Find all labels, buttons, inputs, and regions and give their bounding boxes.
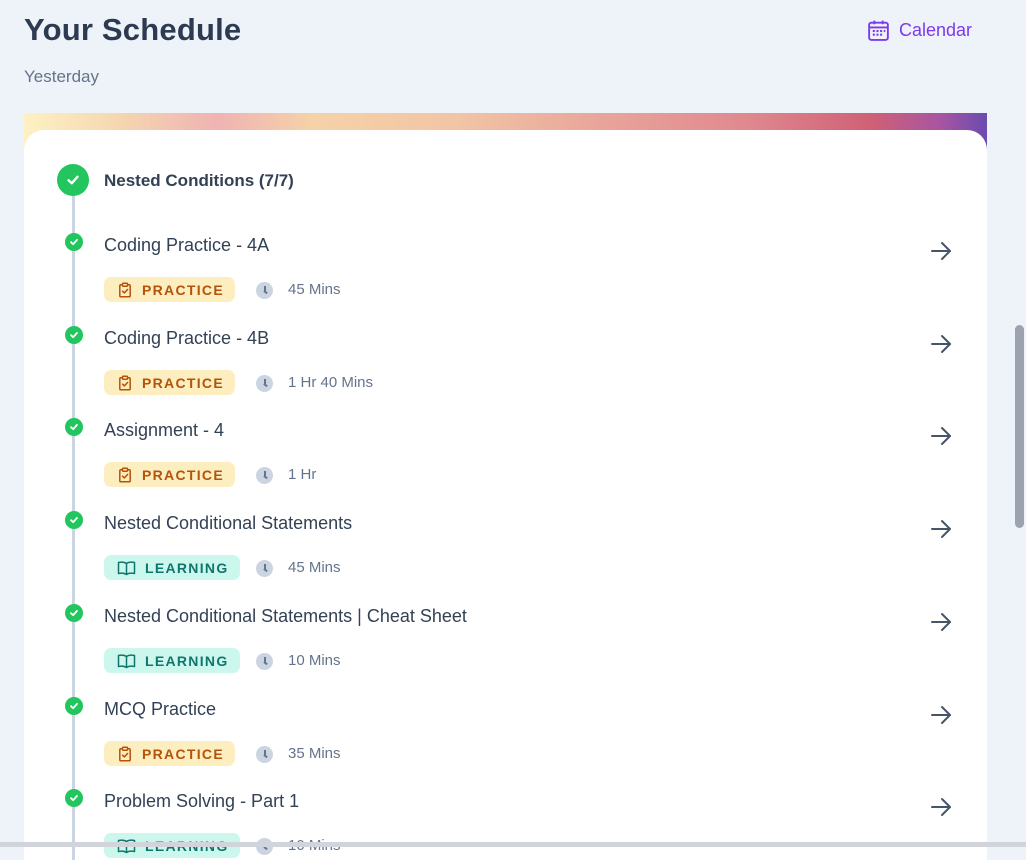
item-title[interactable]: Coding Practice - 4B xyxy=(104,328,270,348)
practice-tag: PRACTICE xyxy=(104,370,235,395)
arrow-right-icon[interactable] xyxy=(929,424,953,448)
item-complete-icon xyxy=(65,697,83,715)
item-complete-icon xyxy=(65,789,83,807)
arrow-right-icon[interactable] xyxy=(929,610,953,634)
item-complete-icon xyxy=(65,418,83,436)
item-complete-icon xyxy=(65,326,83,344)
bottom-edge xyxy=(0,842,1026,847)
tag-label: LEARNING xyxy=(145,559,229,576)
clock-icon xyxy=(256,282,273,299)
tag-label: LEARNING xyxy=(145,652,229,669)
item-complete-icon xyxy=(65,511,83,529)
arrow-right-icon[interactable] xyxy=(929,517,953,541)
clock-icon xyxy=(256,467,273,484)
learning-tag: LEARNING xyxy=(104,555,240,580)
item-title[interactable]: MCQ Practice xyxy=(104,699,217,719)
clipboard-check-icon xyxy=(117,281,133,298)
practice-tag: PRACTICE xyxy=(104,741,235,766)
practice-tag: PRACTICE xyxy=(104,462,235,487)
duration-label: 35 Mins xyxy=(288,745,341,762)
clock-icon xyxy=(256,746,273,763)
module-title: Nested Conditions (7/7) xyxy=(104,171,294,190)
tag-label: PRACTICE xyxy=(142,466,224,483)
learning-tag: LEARNING xyxy=(104,648,240,673)
arrow-right-icon[interactable] xyxy=(929,795,953,819)
clipboard-check-icon xyxy=(117,466,133,483)
item-title[interactable]: Assignment - 4 xyxy=(104,420,225,440)
calendar-button[interactable]: Calendar xyxy=(866,18,972,43)
page-subtitle: Yesterday xyxy=(24,67,99,86)
duration-label: 45 Mins xyxy=(288,559,341,576)
clock-icon xyxy=(256,560,273,577)
clipboard-check-icon xyxy=(117,374,133,391)
item-title[interactable]: Nested Conditional Statements | Cheat Sh… xyxy=(104,606,467,626)
tag-label: PRACTICE xyxy=(142,745,224,762)
item-title[interactable]: Nested Conditional Statements xyxy=(104,513,353,533)
arrow-right-icon[interactable] xyxy=(929,239,953,263)
arrow-right-icon[interactable] xyxy=(929,703,953,727)
scrollbar-thumb[interactable] xyxy=(1015,325,1024,528)
duration-label: 45 Mins xyxy=(288,281,341,298)
arrow-right-icon[interactable] xyxy=(929,332,953,356)
clock-icon xyxy=(256,653,273,670)
check-circle-icon xyxy=(57,164,89,196)
calendar-icon xyxy=(866,18,891,43)
item-complete-icon xyxy=(65,604,83,622)
clipboard-check-icon xyxy=(117,745,133,762)
calendar-label: Calendar xyxy=(899,20,973,40)
practice-tag: PRACTICE xyxy=(104,277,235,302)
item-complete-icon xyxy=(65,233,83,251)
page-title: Your Schedule xyxy=(24,12,242,47)
clock-icon xyxy=(256,375,273,392)
duration-label: 10 Mins xyxy=(288,652,341,669)
schedule-card: Nested Conditions (7/7) Coding Practice … xyxy=(24,130,987,860)
book-open-icon xyxy=(117,560,136,576)
item-title[interactable]: Coding Practice - 4A xyxy=(104,235,270,255)
duration-label: 1 Hr xyxy=(288,466,317,483)
book-open-icon xyxy=(117,653,136,669)
duration-label: 1 Hr 40 Mins xyxy=(288,374,374,391)
tag-label: PRACTICE xyxy=(142,374,224,391)
item-title[interactable]: Problem Solving - Part 1 xyxy=(104,791,300,811)
tag-label: PRACTICE xyxy=(142,281,224,298)
